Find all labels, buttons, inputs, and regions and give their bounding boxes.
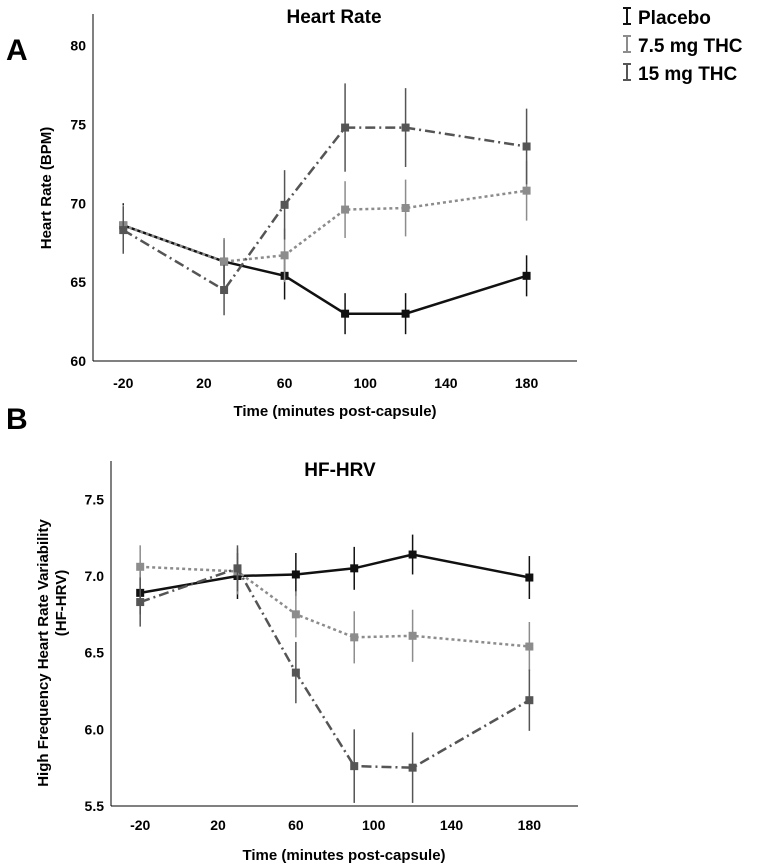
- data-point: [220, 257, 229, 266]
- y-tick-label: 75: [70, 116, 86, 132]
- y-axis-label-line2: (HF-HRV): [53, 570, 70, 636]
- y-tick-label: 5.5: [85, 798, 105, 814]
- data-point: [408, 763, 417, 772]
- data-point: [280, 200, 289, 209]
- data-point: [233, 564, 242, 573]
- x-tick-label: -20: [113, 375, 133, 391]
- data-point: [350, 564, 359, 573]
- data-point: [522, 142, 531, 151]
- legend-label: 15 mg THC: [638, 64, 738, 85]
- x-tick-label: 100: [362, 817, 386, 833]
- x-tick-label: 60: [277, 375, 293, 391]
- data-point: [350, 633, 359, 642]
- series-placebo: [136, 534, 534, 615]
- data-point: [525, 642, 534, 651]
- data-point: [525, 696, 534, 705]
- x-tick-label: 180: [515, 375, 539, 391]
- y-tick-label: 80: [70, 38, 86, 54]
- x-axis-label: Time (minutes post-capsule): [233, 403, 436, 420]
- data-point: [280, 251, 289, 260]
- x-tick-label: 20: [196, 375, 212, 391]
- y-tick-label: 7.0: [85, 568, 105, 584]
- panel-letter-b: B: [6, 403, 28, 436]
- series-line: [139, 553, 530, 595]
- data-point: [136, 598, 145, 607]
- plot-marks: [119, 83, 531, 335]
- data-point: [291, 610, 300, 619]
- chart-title: Heart Rate: [286, 7, 381, 28]
- series-7-5-mg-thc: [136, 545, 534, 672]
- series-line: [140, 565, 530, 648]
- legend-item-placebo: Placebo: [623, 7, 711, 29]
- hf-hrv-panel: B HF-HRV High Frequency Heart Rate Varia…: [6, 403, 578, 864]
- data-point: [401, 123, 410, 132]
- x-tick-label: 140: [440, 817, 464, 833]
- data-point: [136, 562, 145, 571]
- y-tick-label: 6.0: [85, 721, 105, 737]
- data-point: [291, 570, 300, 579]
- x-axis-label: Time (minutes post-capsule): [242, 847, 445, 864]
- legend-item-7.5mg: 7.5 mg THC: [623, 35, 743, 57]
- legend: Placebo 7.5 mg THC 15 mg THC: [623, 7, 743, 85]
- heart-rate-panel: A Heart Rate Heart Rate (BPM) Time (minu…: [6, 7, 577, 420]
- y-tick-label: 70: [70, 195, 86, 211]
- x-tick-label: 140: [434, 375, 458, 391]
- axis-ticks: -20 20 60 100 140 180 60 65 70 75 80: [70, 38, 538, 391]
- chart-title: HF-HRV: [304, 460, 376, 481]
- x-tick-label: 20: [210, 817, 226, 833]
- data-point: [401, 204, 410, 213]
- series-line: [122, 126, 527, 292]
- series-placebo: [119, 203, 531, 335]
- y-tick-label: 7.5: [85, 491, 105, 507]
- x-tick-label: 60: [288, 817, 304, 833]
- plot-marks: [136, 534, 534, 803]
- series-15-mg-thc: [119, 83, 531, 316]
- y-axis-label: High Frequency Heart Rate Variability: [35, 519, 52, 787]
- x-tick-label: 100: [354, 375, 378, 391]
- data-point: [408, 631, 417, 640]
- series-7-5-mg-thc: [119, 160, 531, 286]
- data-point: [119, 226, 128, 235]
- data-point: [522, 271, 531, 280]
- data-point: [291, 668, 300, 677]
- legend-label: Placebo: [638, 8, 711, 29]
- axis-ticks: -20 20 60 100 140 180 5.5 6.0 6.5 7.0 7.5: [85, 491, 542, 833]
- data-point: [341, 309, 350, 318]
- y-tick-label: 6.5: [85, 645, 105, 661]
- data-point: [522, 186, 531, 195]
- series-line: [139, 566, 531, 769]
- data-point: [341, 123, 350, 132]
- y-tick-label: 60: [70, 353, 86, 369]
- data-point: [408, 550, 417, 559]
- data-point: [401, 309, 410, 318]
- series-line: [122, 189, 527, 263]
- series-15-mg-thc: [136, 545, 534, 803]
- data-point: [525, 573, 534, 582]
- y-tick-label: 65: [70, 274, 86, 290]
- series-line: [122, 224, 527, 315]
- data-point: [220, 286, 229, 295]
- data-point: [341, 205, 350, 214]
- x-tick-label: 180: [518, 817, 542, 833]
- panel-letter-a: A: [6, 34, 28, 67]
- y-axis-label: Heart Rate (BPM): [38, 127, 55, 250]
- x-tick-label: -20: [130, 817, 150, 833]
- legend-label: 7.5 mg THC: [638, 36, 743, 57]
- data-point: [350, 762, 359, 771]
- legend-item-15mg: 15 mg THC: [623, 63, 738, 85]
